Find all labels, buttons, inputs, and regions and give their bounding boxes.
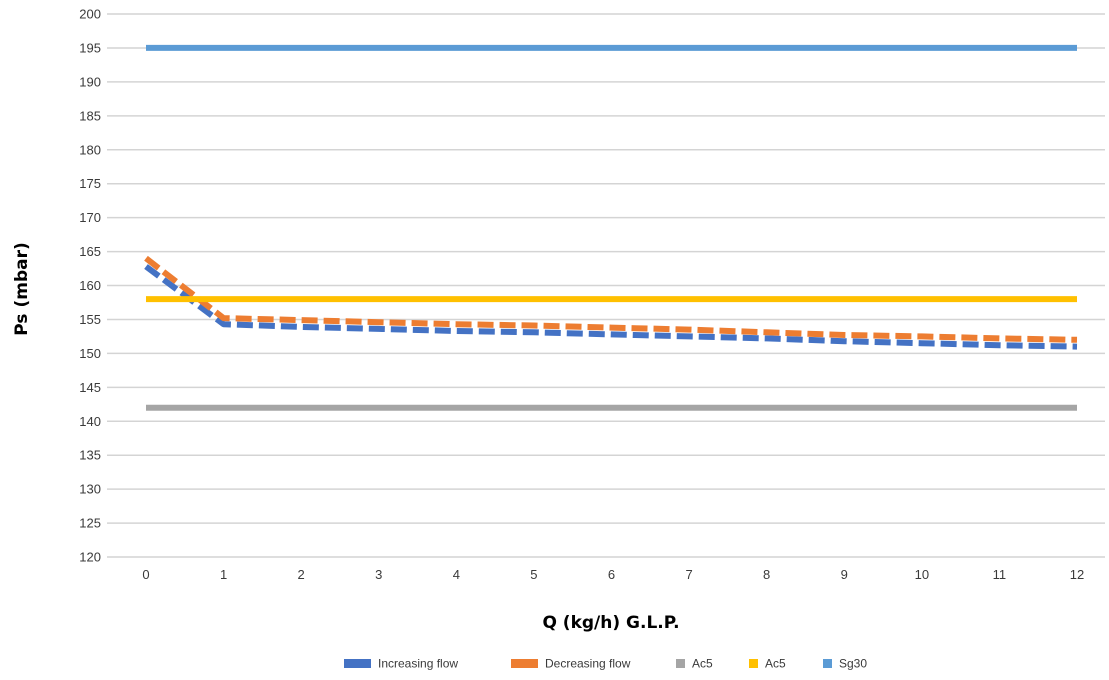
legend-swatch <box>823 659 832 668</box>
legend: Increasing flow Decreasing flow Ac5 Ac5 Sg30 <box>344 657 867 671</box>
y-tick-label: 170 <box>79 210 101 225</box>
x-tick-label: 3 <box>375 567 382 582</box>
series-line <box>144 264 1078 350</box>
x-axis-title: Q (kg/h) G.L.P. <box>542 613 679 633</box>
x-tick-label: 9 <box>841 567 848 582</box>
y-tick-label: 185 <box>79 108 101 123</box>
y-tick-label: 120 <box>79 550 101 565</box>
y-tick-label: 150 <box>79 346 101 361</box>
legend-swatch <box>511 659 538 668</box>
y-tick-label: 135 <box>79 448 101 463</box>
y-tick-labels: 120 125 130 135 140 145 150 155 160 165 170 175 180 1… <box>79 7 101 565</box>
legend-label: Sg30 <box>839 657 867 671</box>
y-tick-label: 155 <box>79 312 101 327</box>
legend-label: Ac5 <box>692 657 713 671</box>
x-tick-label: 12 <box>1070 567 1084 582</box>
x-tick-label: 8 <box>763 567 770 582</box>
x-tick-label: 11 <box>993 567 1007 582</box>
legend-swatch <box>749 659 758 668</box>
y-tick-label: 175 <box>79 176 101 191</box>
y-tick-label: 125 <box>79 516 101 531</box>
y-tick-label: 180 <box>79 142 101 157</box>
y-tick-label: 200 <box>79 7 101 22</box>
legend-label: Decreasing flow <box>545 657 631 671</box>
y-axis-title: Ps (mbar) <box>12 242 32 335</box>
x-tick-label: 0 <box>142 567 149 582</box>
gridlines <box>107 13 1105 558</box>
x-tick-labels: 0 1 2 3 4 5 6 7 8 9 10 11 12 <box>142 567 1084 582</box>
y-tick-label: 140 <box>79 414 101 429</box>
legend-swatch <box>676 659 685 668</box>
legend-swatch <box>344 659 371 668</box>
y-tick-label: 195 <box>79 40 101 55</box>
legend-label: Ac5 <box>765 657 786 671</box>
y-tick-label: 145 <box>79 380 101 395</box>
series-line <box>144 255 1078 343</box>
x-tick-label: 7 <box>685 567 692 582</box>
x-tick-label: 4 <box>453 567 460 582</box>
y-tick-label: 165 <box>79 244 101 259</box>
series-lines <box>144 44 1078 411</box>
x-tick-label: 2 <box>298 567 305 582</box>
y-tick-label: 130 <box>79 482 101 497</box>
x-tick-label: 6 <box>608 567 615 582</box>
y-tick-label: 190 <box>79 74 101 89</box>
y-tick-label: 160 <box>79 278 101 293</box>
x-tick-label: 10 <box>915 567 929 582</box>
legend-label: Increasing flow <box>378 657 458 671</box>
x-tick-label: 1 <box>220 567 227 582</box>
x-tick-label: 5 <box>530 567 537 582</box>
